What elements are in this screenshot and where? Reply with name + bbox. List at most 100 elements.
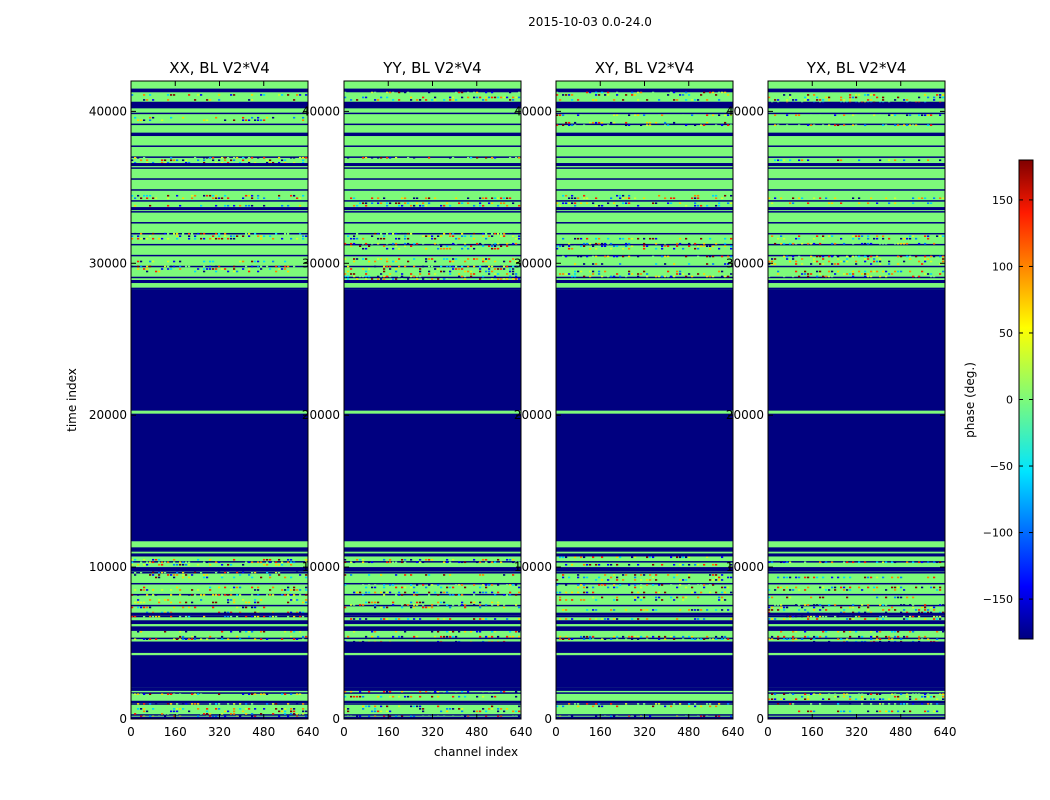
noise-pixel bbox=[479, 574, 482, 576]
noise-pixel bbox=[649, 237, 652, 240]
noise-pixel bbox=[601, 638, 604, 640]
noise-pixel bbox=[798, 275, 801, 278]
noise-pixel bbox=[377, 237, 380, 240]
noise-pixel bbox=[146, 594, 149, 596]
noise-pixel bbox=[218, 563, 221, 566]
noise-pixel bbox=[867, 609, 870, 611]
noise-pixel bbox=[278, 197, 281, 200]
noise-pixel bbox=[173, 710, 176, 713]
noise-pixel bbox=[783, 275, 786, 278]
noise-pixel bbox=[266, 558, 269, 561]
noise-pixel bbox=[446, 258, 449, 260]
noise-pixel bbox=[813, 94, 816, 96]
noise-pixel bbox=[248, 574, 251, 576]
noise-pixel bbox=[819, 273, 822, 275]
noise-pixel bbox=[269, 161, 272, 164]
noise-pixel bbox=[470, 273, 473, 275]
noise-pixel bbox=[855, 235, 858, 238]
noise-pixel bbox=[649, 618, 652, 620]
noise-pixel bbox=[607, 563, 610, 566]
noise-pixel bbox=[906, 124, 909, 127]
noise-pixel bbox=[655, 194, 658, 197]
noise-pixel bbox=[912, 561, 915, 564]
noise-pixel bbox=[377, 270, 380, 273]
noise-pixel bbox=[900, 237, 903, 240]
noise-pixel bbox=[242, 589, 245, 591]
noise-pixel bbox=[607, 202, 610, 205]
noise-pixel bbox=[891, 114, 894, 117]
noise-pixel bbox=[879, 703, 882, 705]
noise-pixel bbox=[879, 615, 882, 618]
noise-pixel bbox=[491, 591, 494, 594]
noise-pixel bbox=[634, 715, 637, 718]
noise-pixel bbox=[613, 194, 616, 197]
noise-pixel bbox=[664, 635, 667, 638]
noise-pixel bbox=[170, 159, 173, 162]
noise-pixel bbox=[616, 618, 619, 620]
noise-pixel bbox=[921, 710, 924, 713]
noise-pixel bbox=[562, 609, 565, 611]
noise-pixel bbox=[670, 275, 673, 278]
noise-pixel bbox=[876, 635, 879, 638]
noise-pixel bbox=[688, 635, 691, 638]
noise-pixel bbox=[386, 635, 389, 638]
noise-pixel bbox=[619, 263, 622, 265]
noise-pixel bbox=[724, 114, 727, 117]
noise-pixel bbox=[515, 278, 518, 280]
noise-pixel bbox=[771, 260, 774, 263]
noise-pixel bbox=[233, 268, 236, 270]
noise-pixel bbox=[694, 124, 697, 127]
noise-pixel bbox=[293, 563, 296, 566]
noise-pixel bbox=[179, 116, 182, 119]
noise-pixel bbox=[565, 599, 568, 601]
noise-pixel bbox=[155, 574, 158, 576]
noise-pixel bbox=[679, 703, 682, 705]
noise-pixel bbox=[149, 715, 152, 718]
noise-pixel bbox=[918, 615, 921, 618]
noise-pixel bbox=[176, 563, 179, 566]
noise-pixel bbox=[509, 591, 512, 594]
noise-pixel bbox=[290, 713, 293, 715]
noise-pixel bbox=[344, 584, 347, 586]
noise-pixel bbox=[783, 695, 786, 698]
noise-pixel bbox=[464, 630, 467, 633]
noise-pixel bbox=[798, 114, 801, 117]
noise-pixel bbox=[506, 273, 509, 275]
stripe-line bbox=[131, 243, 308, 246]
noise-pixel bbox=[350, 618, 353, 620]
noise-pixel bbox=[688, 245, 691, 248]
noise-pixel bbox=[888, 202, 891, 205]
noise-pixel bbox=[804, 710, 807, 713]
noise-pixel bbox=[604, 255, 607, 258]
noise-pixel bbox=[509, 197, 512, 200]
noise-pixel bbox=[176, 638, 179, 640]
noise-pixel bbox=[574, 270, 577, 273]
noise-pixel bbox=[613, 599, 616, 601]
noise-pixel bbox=[167, 194, 170, 197]
noise-pixel bbox=[792, 260, 795, 263]
noise-pixel bbox=[389, 584, 392, 586]
noise-pixel bbox=[888, 698, 891, 700]
noise-pixel bbox=[293, 194, 296, 197]
noise-pixel bbox=[293, 265, 296, 268]
noise-pixel bbox=[661, 99, 664, 101]
noise-pixel bbox=[894, 693, 897, 695]
noise-pixel bbox=[431, 690, 434, 693]
noise-pixel bbox=[786, 586, 789, 589]
noise-pixel bbox=[443, 591, 446, 594]
noise-pixel bbox=[933, 96, 936, 99]
noise-pixel bbox=[515, 695, 518, 698]
noise-pixel bbox=[377, 591, 380, 594]
noise-pixel bbox=[789, 260, 792, 263]
noise-pixel bbox=[347, 273, 350, 275]
noise-pixel bbox=[518, 586, 521, 589]
noise-pixel bbox=[700, 715, 703, 718]
noise-pixel bbox=[840, 698, 843, 700]
noise-pixel bbox=[365, 586, 368, 589]
noise-pixel bbox=[897, 695, 900, 698]
noise-pixel bbox=[876, 576, 879, 579]
noise-pixel bbox=[455, 635, 458, 638]
noise-pixel bbox=[131, 615, 134, 618]
flagged-band bbox=[556, 641, 733, 653]
